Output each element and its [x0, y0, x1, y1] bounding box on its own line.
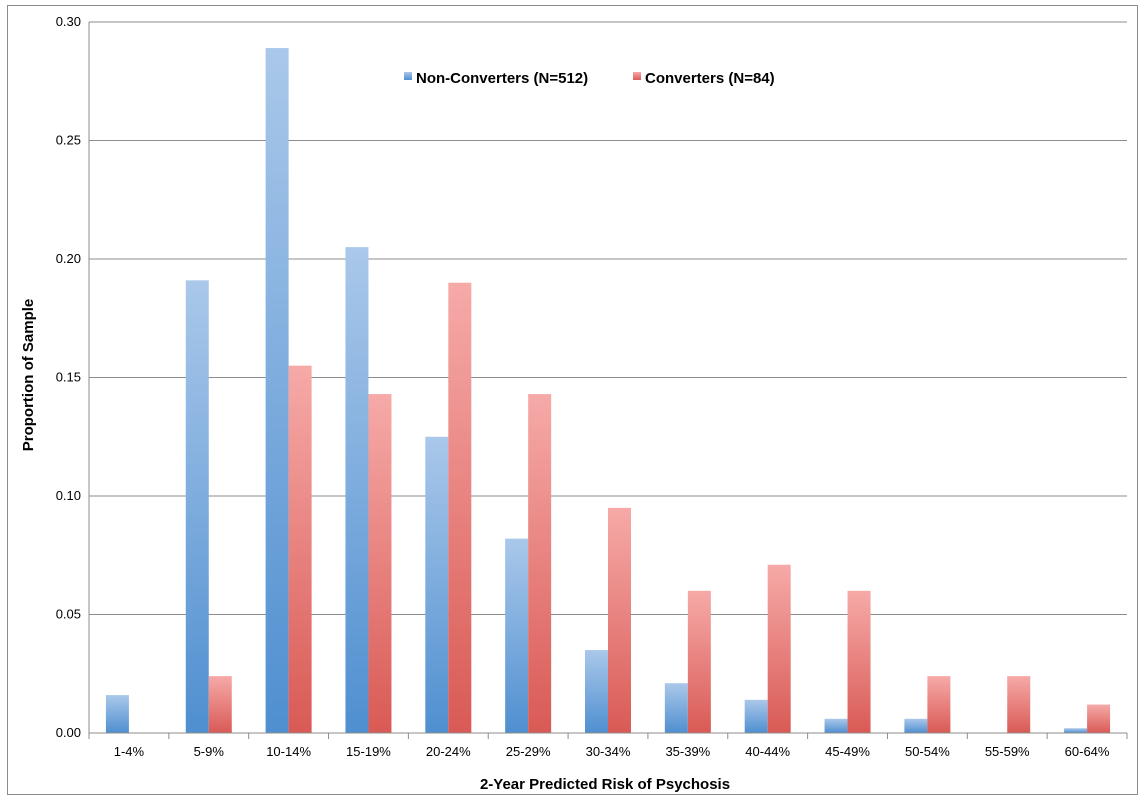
bar-non-converters-30-34% [585, 650, 608, 733]
bar-converters-35-39% [687, 590, 711, 733]
legend-swatch-non-converters [404, 72, 412, 80]
x-tick-label: 5-9% [194, 744, 225, 759]
axes [88, 22, 1128, 739]
legend-swatch-converters [633, 72, 641, 80]
bar-converters-60-64% [1087, 704, 1111, 733]
y-axis-title: Proportion of Sample [20, 299, 37, 452]
bar-converters-5-9% [208, 676, 232, 733]
y-tick-labels: 0.00 0.05 0.10 0.15 0.20 0.25 0.30 [56, 14, 81, 740]
bar-non-converters-35-39% [664, 683, 688, 733]
x-tick-label: 15-19% [346, 744, 391, 759]
bar-non-converters-25-29% [505, 538, 529, 733]
x-tick-label: 35-39% [665, 744, 710, 759]
x-tick-label: 55-59% [985, 744, 1030, 759]
y-tick-label: 0.15 [56, 370, 81, 385]
bar-non-converters-20-24% [425, 436, 449, 733]
y-tick-label: 0.10 [56, 488, 81, 503]
x-tick-labels: 1-4% 5-9% 10-14% 15-19% 20-24% 25-29% 30-34% 35… [114, 744, 1110, 759]
legend-label-converters: Converters (N=84) [645, 70, 775, 87]
y-tick-label: 0.25 [56, 133, 81, 148]
x-axis-title: 2-Year Predicted Risk of Psychosis [480, 776, 730, 793]
x-tick-label: 20-24% [426, 744, 471, 759]
bar-converters-25-29% [528, 394, 552, 733]
bar-non-converters-45-49% [824, 718, 848, 733]
bar-non-converters-1-4% [105, 695, 129, 733]
x-tick-label: 40-44% [745, 744, 790, 759]
y-tick-label: 0.20 [56, 251, 81, 266]
bar-converters-40-44% [767, 564, 791, 733]
x-tick-label: 50-54% [905, 744, 950, 759]
bar-converters-30-34% [608, 507, 631, 733]
bar-non-converters-5-9% [185, 280, 209, 733]
y-tick-label: 0.30 [56, 14, 81, 29]
legend-label-non-converters: Non-Converters (N=512) [416, 70, 588, 87]
bars [105, 48, 1111, 733]
bar-non-converters-15-19% [345, 247, 369, 733]
x-tick-label: 60-64% [1065, 744, 1110, 759]
bar-converters-10-14% [288, 365, 312, 733]
x-tick-label: 1-4% [114, 744, 145, 759]
bar-non-converters-50-54% [904, 718, 928, 733]
x-tick-label: 25-29% [506, 744, 551, 759]
bar-converters-20-24% [448, 282, 472, 733]
bar-non-converters-60-64% [1064, 728, 1088, 733]
bar-non-converters-10-14% [265, 48, 289, 733]
bar-converters-15-19% [368, 394, 392, 733]
legend: Non-Converters (N=512) Converters (N=84) [404, 70, 775, 87]
y-tick-label: 0.00 [56, 725, 81, 740]
x-tick-label: 10-14% [266, 744, 311, 759]
bar-non-converters-40-44% [744, 699, 768, 733]
gridlines [89, 21, 1127, 615]
bar-converters-50-54% [927, 676, 951, 733]
bar-converters-45-49% [847, 590, 871, 733]
bar-converters-55-59% [1007, 676, 1031, 733]
x-tick-label: 30-34% [586, 744, 631, 759]
x-tick-label: 45-49% [825, 744, 870, 759]
y-tick-label: 0.05 [56, 607, 81, 622]
